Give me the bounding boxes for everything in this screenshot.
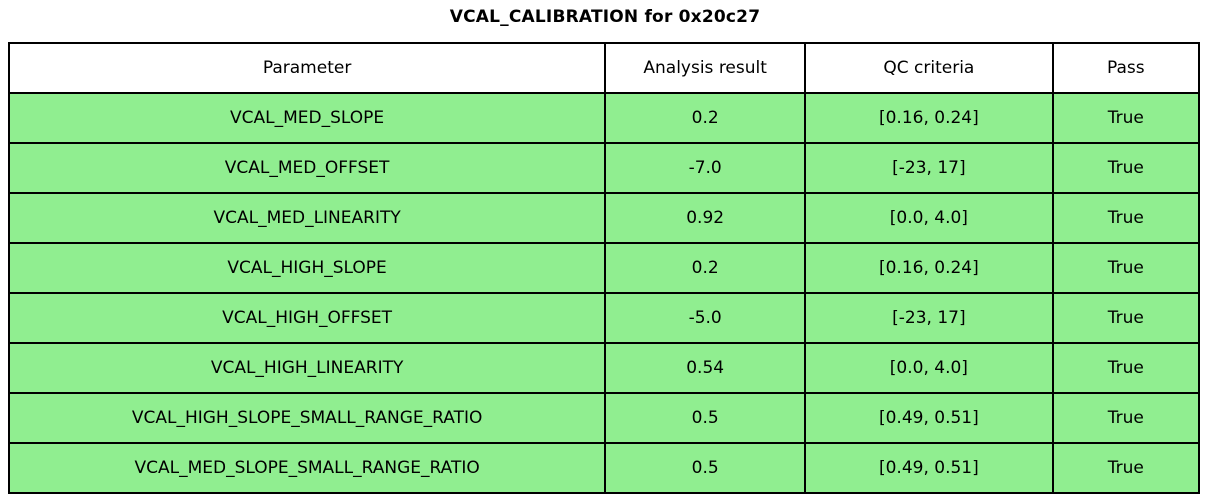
- cell-analysis-result: 0.5: [604, 442, 807, 494]
- cell-qc-criteria: [0.0, 4.0]: [804, 342, 1054, 394]
- cell-parameter: VCAL_MED_LINEARITY: [7, 192, 607, 244]
- table-row: VCAL_MED_SLOPE_SMALL_RANGE_RATIO 0.5 [0.49…: [7, 442, 1201, 494]
- cell-pass: True: [1051, 242, 1201, 294]
- table-row: VCAL_MED_LINEARITY 0.92 [0.0, 4.0] True: [7, 192, 1201, 244]
- figure-title: VCAL_CALIBRATION for 0x20c27: [449, 7, 761, 27]
- qc-table: Parameter Analysis result QC criteria Pass …: [7, 42, 1201, 494]
- table-row: VCAL_HIGH_OFFSET -5.0 [-23, 17] True: [7, 292, 1201, 344]
- cell-qc-criteria: [0.0, 4.0]: [804, 192, 1054, 244]
- table-row: VCAL_MED_OFFSET -7.0 [-23, 17] True: [7, 142, 1201, 194]
- cell-qc-criteria: [-23, 17]: [804, 142, 1054, 194]
- cell-parameter: VCAL_HIGH_SLOPE_SMALL_RANGE_RATIO: [7, 392, 607, 444]
- column-header-pass: Pass: [1051, 42, 1201, 94]
- cell-parameter: VCAL_MED_SLOPE_SMALL_RANGE_RATIO: [7, 442, 607, 494]
- table-header: Parameter Analysis result QC criteria Pass: [7, 42, 1201, 94]
- cell-analysis-result: 0.2: [604, 242, 807, 294]
- table-row: VCAL_HIGH_LINEARITY 0.54 [0.0, 4.0] True: [7, 342, 1201, 394]
- table-body: VCAL_MED_SLOPE 0.2 [0.16, 0.24] True VCAL_ME…: [7, 92, 1201, 494]
- cell-analysis-result: 0.54: [604, 342, 807, 394]
- cell-parameter: VCAL_MED_SLOPE: [7, 92, 607, 144]
- cell-analysis-result: -5.0: [604, 292, 807, 344]
- header-row: Parameter Analysis result QC criteria Pass: [7, 42, 1201, 94]
- cell-analysis-result: 0.5: [604, 392, 807, 444]
- cell-qc-criteria: [0.49, 0.51]: [804, 392, 1054, 444]
- cell-pass: True: [1051, 392, 1201, 444]
- cell-pass: True: [1051, 92, 1201, 144]
- table-row: VCAL_HIGH_SLOPE 0.2 [0.16, 0.24] True: [7, 242, 1201, 294]
- table-row: VCAL_HIGH_SLOPE_SMALL_RANGE_RATIO 0.5 [0.4…: [7, 392, 1201, 444]
- cell-pass: True: [1051, 342, 1201, 394]
- cell-pass: True: [1051, 292, 1201, 344]
- cell-qc-criteria: [0.16, 0.24]: [804, 92, 1054, 144]
- table-row: VCAL_MED_SLOPE 0.2 [0.16, 0.24] True: [7, 92, 1201, 144]
- cell-pass: True: [1051, 442, 1201, 494]
- cell-analysis-result: 0.92: [604, 192, 807, 244]
- cell-pass: True: [1051, 142, 1201, 194]
- cell-parameter: VCAL_MED_OFFSET: [7, 142, 607, 194]
- cell-qc-criteria: [0.16, 0.24]: [804, 242, 1054, 294]
- cell-parameter: VCAL_HIGH_SLOPE: [7, 242, 607, 294]
- cell-qc-criteria: [0.49, 0.51]: [804, 442, 1054, 494]
- cell-analysis-result: -7.0: [604, 142, 807, 194]
- cell-analysis-result: 0.2: [604, 92, 807, 144]
- cell-pass: True: [1051, 192, 1201, 244]
- cell-qc-criteria: [-23, 17]: [804, 292, 1054, 344]
- cell-parameter: VCAL_HIGH_LINEARITY: [7, 342, 607, 394]
- cell-parameter: VCAL_HIGH_OFFSET: [7, 292, 607, 344]
- column-header-qc-criteria: QC criteria: [804, 42, 1054, 94]
- column-header-parameter: Parameter: [7, 42, 607, 94]
- column-header-analysis-result: Analysis result: [604, 42, 807, 94]
